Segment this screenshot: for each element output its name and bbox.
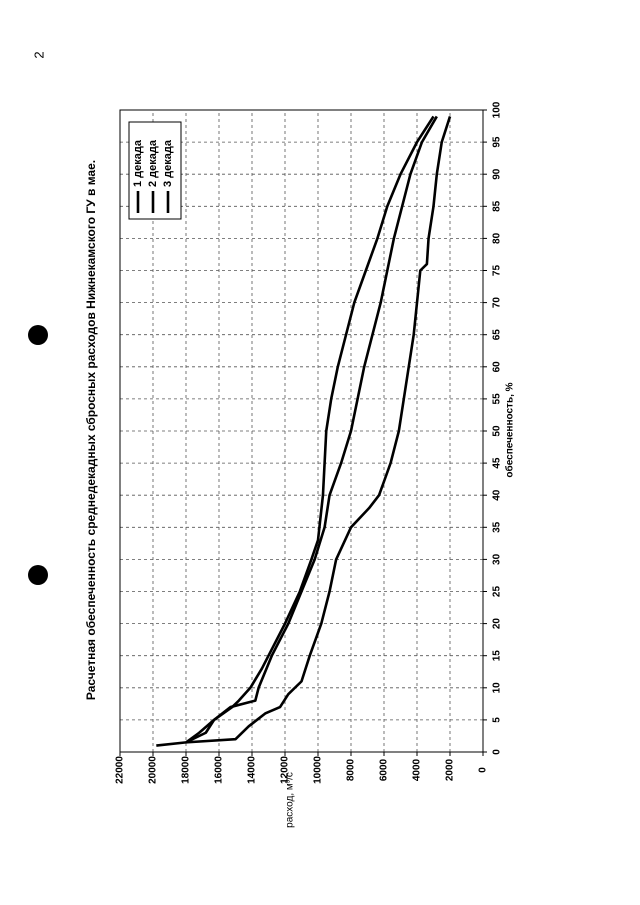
x-tick-label: 90	[492, 168, 503, 180]
punch-hole	[28, 325, 48, 345]
y-tick-label: 6000	[379, 758, 390, 781]
plot-frame	[119, 109, 484, 753]
y-tick-label: 2000	[445, 758, 456, 781]
legend-label: 1 декада	[132, 139, 144, 187]
x-tick-label: 25	[492, 586, 503, 598]
x-tick-label: 15	[492, 650, 503, 662]
x-tick-label: 70	[492, 297, 503, 309]
x-tick-label: 30	[492, 553, 503, 565]
y-tick-label: 10000	[313, 756, 324, 784]
page-number: 2	[31, 51, 46, 58]
x-tick-label: 95	[492, 136, 503, 148]
y-tick-label: 22000	[115, 756, 126, 784]
x-tick-label: 35	[492, 521, 503, 533]
y-axis-title: расход, м³/с	[285, 772, 296, 828]
chart-title: Расчетная обеспеченность среднедекадных …	[84, 160, 98, 700]
legend-label: 2 декада	[147, 139, 159, 187]
legend-label: 3 декада	[162, 139, 174, 187]
x-tick-label: 5	[492, 717, 503, 723]
x-tick-label: 0	[492, 749, 503, 755]
data-line	[185, 116, 452, 744]
x-tick-label: 45	[492, 457, 503, 469]
x-tick-label: 50	[492, 425, 503, 437]
y-tick-label: 0	[478, 767, 489, 773]
y-tick-label: 16000	[214, 756, 225, 784]
x-tick-label: 100	[492, 101, 503, 118]
x-tick-label: 10	[492, 682, 503, 694]
x-tick-label: 20	[492, 618, 503, 630]
x-tick-label: 75	[492, 265, 503, 277]
x-tick-label: 40	[492, 489, 503, 501]
x-tick-label: 60	[492, 361, 503, 373]
x-tick-label: 55	[492, 393, 503, 405]
y-tick-label: 14000	[247, 756, 258, 784]
y-tick-label: 12000	[280, 756, 291, 784]
y-tick-label: 8000	[346, 758, 357, 781]
rotated-chart: Расчетная обеспеченность среднедекадных …	[84, 101, 515, 828]
punch-hole	[28, 565, 48, 585]
y-tick-label: 20000	[148, 756, 159, 784]
data-line	[185, 115, 438, 744]
y-tick-label: 4000	[412, 758, 423, 781]
x-axis-title: обеспеченность, %	[504, 382, 516, 477]
x-tick-label: 80	[492, 232, 503, 244]
x-tick-label: 85	[492, 200, 503, 212]
x-tick-label: 65	[492, 329, 503, 341]
y-tick-label: 18000	[181, 756, 192, 784]
